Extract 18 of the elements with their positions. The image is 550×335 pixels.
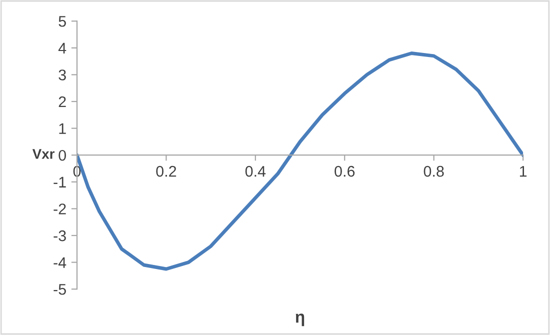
x-axis-title: η xyxy=(296,314,304,326)
y-tick-label: -2 xyxy=(54,204,66,214)
x-tick-label: 1 xyxy=(520,166,527,177)
y-tick-label: -4 xyxy=(54,257,66,268)
y-tick-label: -1 xyxy=(54,176,66,188)
y-tick-label: 3 xyxy=(58,70,66,80)
y-tick-label: -5 xyxy=(54,284,66,295)
y-tick-label: -3 xyxy=(54,230,66,242)
x-tick-label: 0.8 xyxy=(424,166,444,177)
y-axis-title: Vxr xyxy=(32,149,55,159)
x-tick-label: 0.2 xyxy=(156,166,176,177)
x-tick-label: 0.4 xyxy=(245,166,266,177)
y-tick-label: 4 xyxy=(58,42,66,54)
y-tick-label: 2 xyxy=(58,96,66,108)
y-tick-label: 0 xyxy=(58,150,66,161)
y-tick-label: 1 xyxy=(59,123,66,134)
x-tick-label: 0.6 xyxy=(334,166,355,177)
y-tick-label: 5 xyxy=(58,16,66,27)
